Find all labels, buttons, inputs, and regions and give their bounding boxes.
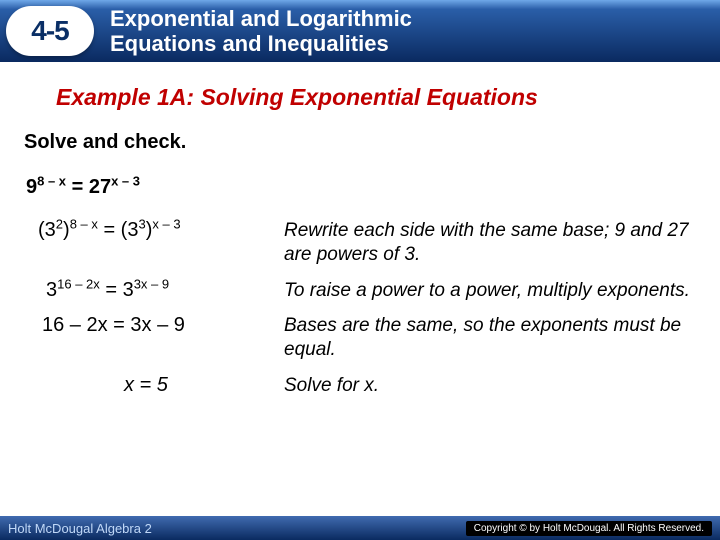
- step-math: x = 5: [24, 374, 284, 397]
- problem-exp2: x – 3: [111, 173, 140, 188]
- problem-base2: 27: [89, 176, 111, 198]
- step-explanation: Rewrite each side with the same base; 9 …: [284, 219, 696, 267]
- lesson-number-pill: 4-5: [6, 6, 94, 56]
- step-explanation: Solve for x.: [284, 374, 696, 398]
- slide-footer: Holt McDougal Algebra 2 Copyright © by H…: [0, 516, 720, 540]
- step-row: 316 – 2x = 33x – 9 To raise a power to a…: [24, 279, 696, 303]
- step-row: x = 5 Solve for x.: [24, 374, 696, 398]
- problem-exp1: 8 – x: [37, 173, 66, 188]
- lesson-header: 4-5 Exponential and Logarithmic Equation…: [0, 0, 720, 62]
- problem-equals: =: [66, 176, 89, 198]
- lesson-title: Exponential and Logarithmic Equations an…: [110, 6, 412, 57]
- instruction-text: Solve and check.: [24, 131, 696, 154]
- slide-body: Solve and check. 98 – x = 27x – 3 (32)8 …: [0, 111, 720, 398]
- problem-base1: 9: [26, 176, 37, 198]
- step-row: 16 – 2x = 3x – 9 Bases are the same, so …: [24, 314, 696, 362]
- footer-copyright: Copyright © by Holt McDougal. All Rights…: [466, 521, 712, 536]
- lesson-title-line2: Equations and Inequalities: [110, 31, 412, 56]
- lesson-title-line1: Exponential and Logarithmic: [110, 6, 412, 31]
- footer-left-text: Holt McDougal Algebra 2: [8, 521, 152, 536]
- example-title: Example 1A: Solving Exponential Equation…: [0, 62, 720, 111]
- step-explanation: Bases are the same, so the exponents mus…: [284, 314, 696, 362]
- step-explanation: To raise a power to a power, multiply ex…: [284, 279, 696, 303]
- step-math: 316 – 2x = 33x – 9: [24, 279, 284, 302]
- step-math: 16 – 2x = 3x – 9: [24, 314, 284, 337]
- problem-equation: 98 – x = 27x – 3: [26, 176, 696, 199]
- step-row: (32)8 – x = (33)x – 3 Rewrite each side …: [24, 219, 696, 267]
- step-math: (32)8 – x = (33)x – 3: [24, 219, 284, 242]
- lesson-number: 4-5: [31, 15, 68, 47]
